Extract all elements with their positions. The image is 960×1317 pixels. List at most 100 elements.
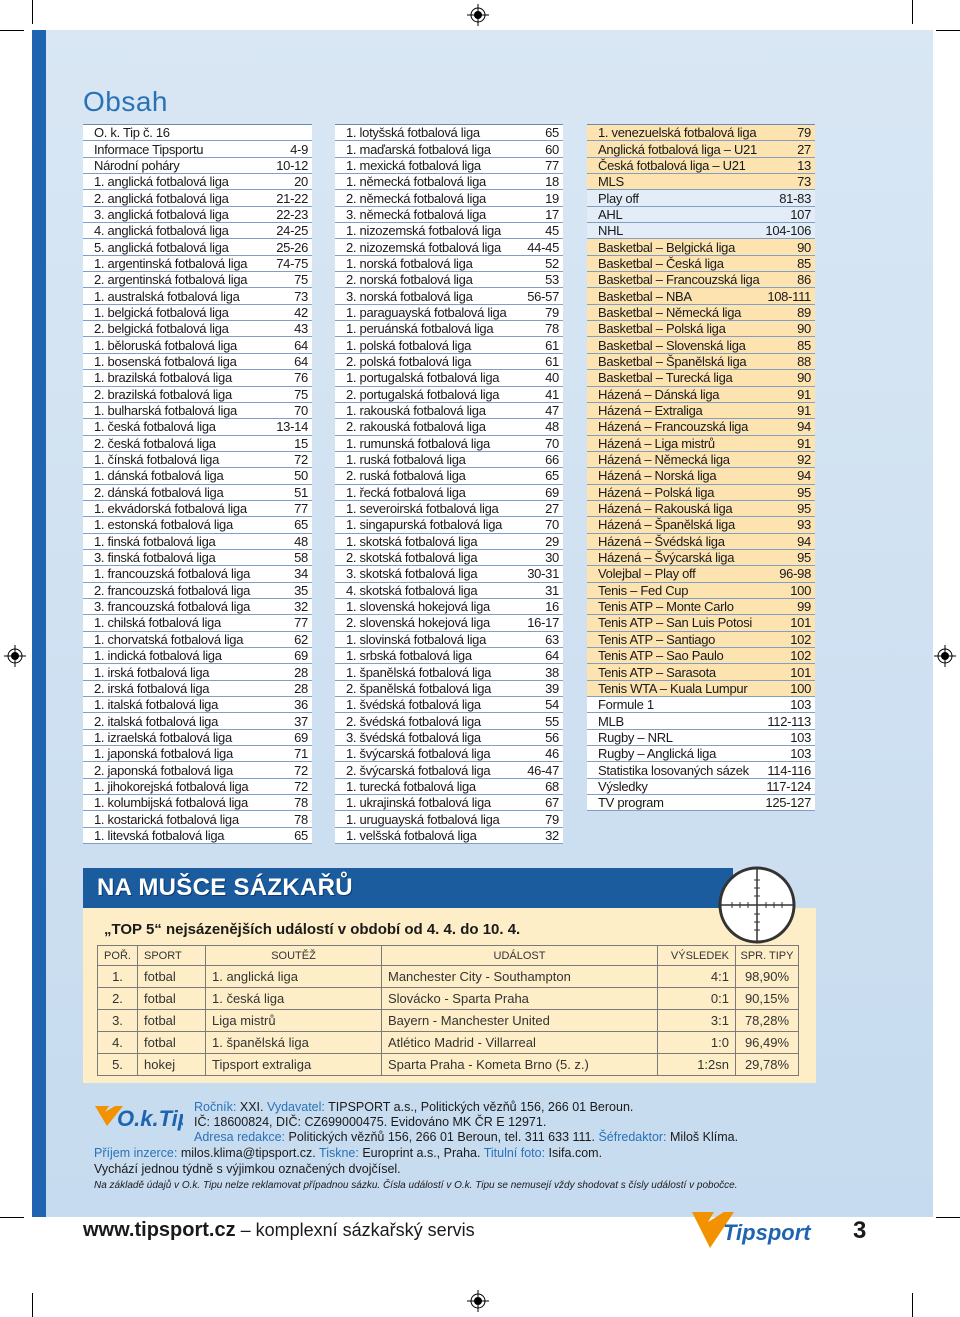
table-row: 4. fotbal 1. španělská liga Atlético Madrid…: [97, 1031, 799, 1054]
toc-entry-page: 81-83: [779, 190, 811, 206]
toc-entry-label: Házená – Rakouská liga: [598, 501, 733, 517]
registration-mark-icon: [467, 1290, 489, 1312]
toc-entry-page: 70: [294, 403, 308, 419]
toc-entry-label: 1. lotyšská fotbalová liga: [346, 125, 480, 141]
toc-entry-page: 39: [545, 680, 559, 696]
toc-entry-page: 24-25: [276, 223, 308, 239]
toc-entry-page: 50: [294, 468, 308, 484]
toc-row: 2. nizozemská fotbalová liga 44-45: [335, 239, 563, 256]
toc-entry-label: 1. řecká fotbalová liga: [346, 484, 466, 500]
toc-entry-page: 35: [294, 582, 308, 598]
toc-row: 3. anglická fotbalová liga 22-23: [83, 206, 312, 224]
banner-title: NA MUŠCE SÁZKAŘŮ: [97, 874, 353, 901]
toc-entry-page: 30: [545, 550, 559, 566]
toc-entry-page: 56: [545, 729, 559, 745]
crop-mark: [32, 1293, 33, 1317]
toc-row: Tenis WTA – Kuala Lumpur 100: [587, 680, 815, 698]
toc-entry-page: 101: [790, 664, 811, 680]
toc-row: 1. peruánská fotbalová liga 78: [335, 321, 563, 338]
toc-row: 1. italská fotbalová liga 36: [83, 697, 312, 714]
toc-entry-label: Formule 1: [598, 697, 654, 713]
toc-row: Tenis – Fed Cup 100: [587, 582, 815, 599]
tipsport-logo-text: Tipsport: [723, 1220, 812, 1245]
toc-entry-label: 1. belgická fotbalová liga: [94, 304, 229, 320]
toc-entry-page: 30-31: [527, 566, 559, 582]
toc-entry-label: Házená – Dánská liga: [598, 386, 720, 402]
toc-row: 3. francouzská fotbalová liga 32: [83, 598, 312, 616]
toc-row: 2. rakouská fotbalová liga 48: [335, 419, 563, 436]
toc-row: 1. indická fotbalová liga 69: [83, 648, 312, 665]
toc-entry-label: 1. chorvatská fotbalová liga: [94, 631, 244, 647]
toc-row: Basketbal – Španělská liga 88: [587, 353, 815, 371]
toc-entry-label: 2. švýcarská fotbalová liga: [346, 762, 491, 778]
toc-entry-page: 85: [797, 337, 811, 353]
toc-entry-page: 77: [294, 615, 308, 631]
toc-row: 1. chorvatská fotbalová liga 62: [83, 631, 312, 648]
toc-entry-label: 1. bosenská fotbalová liga: [94, 353, 237, 369]
toc-entry-page: 53: [545, 272, 559, 288]
toc-entry-page: 89: [797, 304, 811, 320]
table-cell: Slovácko - Sparta Praha: [381, 987, 658, 1010]
toc-entry-page: 16-17: [527, 615, 559, 631]
toc-entry-label: 2. švédská fotbalová liga: [346, 713, 481, 729]
toc-row: MLS 73: [587, 174, 815, 191]
toc-entry-label: AHL: [598, 206, 623, 222]
toc-entry-label: 1. dánská fotbalová liga: [94, 468, 224, 484]
toc-entry-label: 1. jihokorejská fotbalová liga: [94, 778, 249, 794]
toc-entry-page: 21-22: [276, 190, 308, 206]
imprint-disclaimer: Na základě údajů v O.k. Tipu nelze rekla…: [94, 1180, 738, 1191]
toc-entry-page: 25-26: [276, 239, 308, 255]
toc-entry-page: 40: [545, 370, 559, 386]
toc-entry-page: 99: [797, 599, 811, 615]
toc-entry-label: 4. anglická fotbalová liga: [94, 223, 229, 239]
toc-entry-page: 112-113: [767, 713, 811, 729]
toc-entry-page: 92: [797, 452, 811, 468]
toc-entry-label: 1. singapurská fotbalová liga: [346, 517, 503, 533]
toc-entry-page: 13: [797, 157, 811, 173]
toc-entry-page: 101: [790, 615, 811, 631]
toc-entry-label: 3. švédská fotbalová liga: [346, 729, 481, 745]
toc-entry-label: 1. australská fotbalová liga: [94, 288, 240, 304]
toc-entry-page: 69: [545, 484, 559, 500]
toc-row: 1. venezuelská fotbalová liga 79: [587, 125, 815, 142]
toc-row: 2. německá fotbalová liga 19: [335, 190, 563, 207]
toc-entry-label: 1. ukrajinská fotbalová liga: [346, 795, 491, 811]
footer-url[interactable]: www.tipsport.cz: [83, 1219, 236, 1241]
toc-entry-label: Basketbal – Španělská liga: [598, 353, 747, 369]
toc-entry-label: 2. skotská fotbalová liga: [346, 550, 478, 566]
toc-entry-label: O. k. Tip č. 16: [94, 125, 170, 141]
toc-entry-label: Rugby – Anglická liga: [598, 746, 717, 762]
toc-entry-label: Tenis ATP – San Luis Potosi: [598, 615, 753, 631]
toc-entry-page: 61: [545, 353, 559, 369]
toc-row: 2. japonská fotbalová liga 72: [83, 762, 312, 779]
toc-entry-page: 63: [545, 631, 559, 647]
toc-entry-page: 90: [797, 239, 811, 255]
toc-entry-page: 29: [545, 533, 559, 549]
toc-row: Rugby – NRL 103: [587, 729, 815, 747]
toc-row: 2. italská fotbalová liga 37: [83, 713, 312, 730]
column-header: SOUTĚŽ: [205, 945, 382, 966]
toc-entry-label: Basketbal – Česká liga: [598, 255, 724, 271]
toc-row: 3. německá fotbalová liga 17: [335, 206, 563, 224]
toc-row: Házená – Španělská liga 93: [587, 517, 815, 534]
toc-entry-page: 58: [294, 550, 308, 566]
toc-entry-page: 41: [545, 386, 559, 402]
toc-entry-label: 1. švýcarská fotbalová liga: [346, 746, 491, 762]
toc-row: 2. dánská fotbalová liga 51: [83, 484, 312, 501]
toc-entry-label: 3. francouzská fotbalová liga: [94, 599, 251, 615]
toc-entry-page: 79: [545, 304, 559, 320]
toc-row: 1. irská fotbalová liga 28: [83, 664, 312, 681]
toc-entry-label: Statistika losovaných sázek: [598, 762, 749, 778]
toc-entry-label: 1. slovenská hokejová liga: [346, 599, 490, 615]
toc-row: Házená – Švédská liga 94: [587, 533, 815, 550]
toc-entry-page: 34: [294, 566, 308, 582]
table-cell: hokej: [137, 1053, 206, 1076]
toc-row: 2. argentinská fotbalová liga 75: [83, 272, 312, 289]
toc-row: Národní poháry 10-12: [83, 157, 312, 175]
toc-row: Házená – Dánská liga 91: [587, 386, 815, 403]
toc-row: 1. japonská fotbalová liga 71: [83, 746, 312, 763]
imprint-line-4: Příjem inzerce: milos.klima@tipsport.cz.…: [94, 1146, 603, 1160]
table-cell: 4:1: [657, 965, 736, 988]
toc-row: Házená – Liga mistrů 91: [587, 435, 815, 452]
toc-entry-page: 55: [545, 713, 559, 729]
